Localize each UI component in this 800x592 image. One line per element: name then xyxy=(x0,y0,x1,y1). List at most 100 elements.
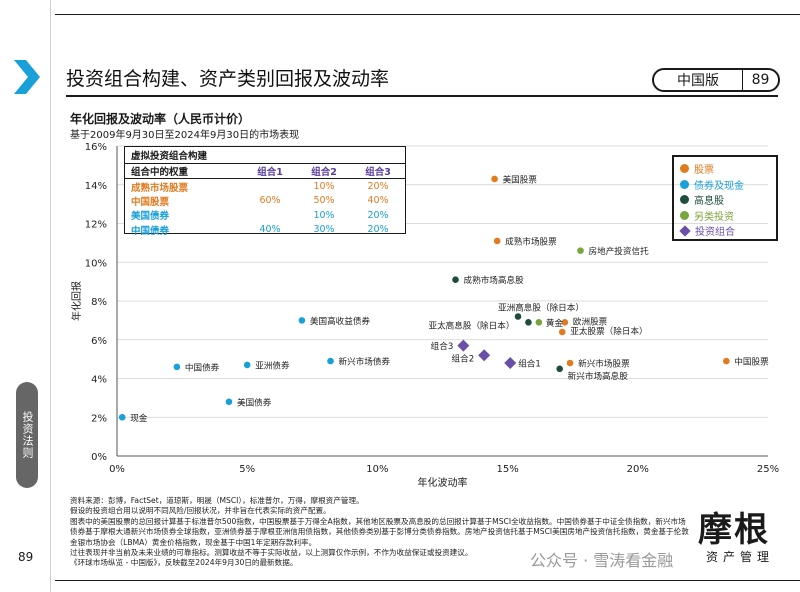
portfolio-weight-cell: 20% xyxy=(367,224,389,236)
footnote-line: 过往表现并非当前及未来业绩的可靠指标。测算收益不等于实际收益，以上测算仅作示例，… xyxy=(70,548,473,558)
point-label: 美国股票 xyxy=(503,173,538,185)
x-tick-label: 10% xyxy=(366,464,388,475)
x-axis-label: 年化波动率 xyxy=(418,476,468,489)
point-label: 亚洲债券 xyxy=(255,359,290,371)
data-point xyxy=(298,317,306,324)
portfolio-weight-cell: 40% xyxy=(367,195,389,207)
side-page-number: 89 xyxy=(18,550,34,564)
portfolio-row-label: 成熟市场股票 xyxy=(131,182,189,194)
legend-item: 股票 xyxy=(680,161,770,177)
data-point xyxy=(504,357,517,369)
data-point xyxy=(478,349,491,362)
footnotes: 资料来源：彭博，FactSet，道琼斯，明晟（MSCI），标准普尔，万得，摩根资… xyxy=(70,496,710,569)
data-point xyxy=(577,247,584,254)
chevron-right-icon xyxy=(14,60,40,94)
point-label: 中国债券 xyxy=(185,361,220,373)
y-tick-label: 10% xyxy=(85,258,107,269)
portfolio-table-row: 中国债券 40% 30% 20% xyxy=(125,223,405,237)
data-point xyxy=(561,319,569,326)
legend-item: 投资组合 xyxy=(679,223,770,239)
point-label: 美国高收益债券 xyxy=(310,315,371,327)
legend-dot-marker xyxy=(680,179,689,189)
footnote-line: 《环球市场纵览 - 中国版》，反映截至2024年9月30日的最新数据。 xyxy=(70,558,298,568)
portfolio-weight-cell: 10% xyxy=(313,209,335,221)
data-point xyxy=(556,365,563,373)
point-label: 亚太股票（除日本） xyxy=(570,325,647,337)
y-tick-label: 6% xyxy=(91,336,107,347)
data-point xyxy=(491,175,498,183)
portfolio-weight-cell: 40% xyxy=(259,224,281,236)
portfolio-table: 虚拟投资组合构建 组合中的权重 组合1 组合2 组合3 成熟市场股票 10% 20%… xyxy=(124,146,406,237)
footnote-line: 债券基于摩根大通新兴市场债券全球指数，亚洲债券基于摩根亚洲信用债指数，其他债券类… xyxy=(70,527,689,537)
top-rule xyxy=(55,14,800,15)
header-portfolio-2: 组合2 xyxy=(311,167,337,179)
point-label: 美国债券 xyxy=(237,396,272,408)
x-tick-label: 5% xyxy=(239,464,255,475)
portfolio-weight-cell: 10% xyxy=(313,181,335,193)
chart-subtitle: 年化回报及波动率（人民币计价） xyxy=(70,112,251,126)
data-point xyxy=(457,339,470,352)
point-label: 黄金 xyxy=(546,317,564,329)
portfolio-weight-cell: 20% xyxy=(367,181,389,193)
data-point xyxy=(243,361,251,369)
y-tick-label: 16% xyxy=(85,142,107,153)
point-label: 组合2 xyxy=(452,352,475,364)
legend-label: 另类投资 xyxy=(694,211,734,223)
legend-item: 高息股 xyxy=(680,192,770,208)
point-label: 新兴市场股票 xyxy=(578,358,630,370)
chart-legend: 股票债券及现金高息股另类投资投资组合 xyxy=(672,155,778,241)
point-label: 组合3 xyxy=(431,340,454,352)
legend-label: 投资组合 xyxy=(695,227,735,239)
data-point xyxy=(558,328,566,336)
y-tick-label: 4% xyxy=(91,375,107,386)
x-tick-label: 0% xyxy=(109,464,125,475)
point-label: 新兴市场高息股 xyxy=(568,370,629,382)
header-weight: 组合中的权重 xyxy=(131,167,189,179)
data-point xyxy=(493,237,501,245)
watermark: 公众号 · 雪涛看金融 xyxy=(530,551,674,570)
portfolio-weight-cell: 60% xyxy=(259,195,281,207)
legend-label: 债券及现金 xyxy=(694,180,744,192)
legend-diamond-marker xyxy=(679,225,691,237)
data-point xyxy=(327,357,334,365)
header-portfolio-1: 组合1 xyxy=(257,167,283,179)
y-tick-label: 12% xyxy=(85,220,107,231)
footnote-line: 图表中的美国股票的总回报计算基于标准普尔500指数，中国股票基于万得全A指数，其… xyxy=(70,516,686,526)
legend-dot-marker xyxy=(680,195,689,205)
point-label: 新兴市场债券 xyxy=(339,356,391,368)
bottom-rule xyxy=(55,580,800,581)
page-number: 89 xyxy=(751,72,770,88)
legend-label: 高息股 xyxy=(694,196,724,208)
y-axis-label: 年化回报 xyxy=(70,281,83,321)
scatter-chart: 0% 2% 4% 6% 8% 10% 12% 14% 16% 0% 5% 10% 15% 20% 25% 年化… xyxy=(70,142,779,489)
portfolio-table-row: 中国股票 60% 50% 40% xyxy=(125,194,405,208)
point-label: 成熟市场股票 xyxy=(505,235,557,247)
header-portfolio-3: 组合3 xyxy=(365,167,391,179)
side-tab[interactable]: 投资法则 xyxy=(16,382,38,488)
portfolio-weight-cell: 30% xyxy=(313,224,335,236)
y-tick-label: 8% xyxy=(91,297,107,308)
data-point xyxy=(514,313,522,320)
y-tick-label: 14% xyxy=(85,181,107,192)
legend-dot-marker xyxy=(680,164,689,174)
jpmorgan-logo: 摩根 资产管理 xyxy=(698,502,770,564)
portfolio-table-header: 组合中的权重 组合1 组合2 组合3 xyxy=(125,164,405,180)
edition-badge: 中国版 89 xyxy=(652,68,780,92)
data-point xyxy=(535,319,543,326)
logo-main: 摩根 xyxy=(698,510,770,550)
data-point xyxy=(723,357,730,365)
point-label: 成熟市场高息股 xyxy=(464,274,525,286)
footnote-line: 资料来源：彭博，FactSet，道琼斯，明晟（MSCI），标准普尔，万得，摩根资… xyxy=(70,496,364,505)
data-point xyxy=(225,398,233,406)
chart-subnote: 基于2009年9月30日至2024年9月30日的市场表现 xyxy=(70,130,300,141)
portfolio-weight-cell: 20% xyxy=(367,209,389,221)
point-label: 亚洲高息股（除日本） xyxy=(498,302,584,314)
portfolio-table-row: 美国债券 10% 20% xyxy=(125,208,405,223)
portfolio-row-label: 中国债券 xyxy=(131,225,170,237)
legend-dot-marker xyxy=(680,210,689,220)
edition-label: 中国版 xyxy=(654,70,743,90)
x-tick-label: 15% xyxy=(496,464,518,475)
footnote-line: 假设的投资组合用以说明不同风险/回报状况，并非旨在代表实际的资产配置。 xyxy=(70,506,331,516)
page-title: 投资组合构建、资产类别回报及波动率 xyxy=(66,68,390,90)
x-tick-label: 25% xyxy=(757,464,779,475)
